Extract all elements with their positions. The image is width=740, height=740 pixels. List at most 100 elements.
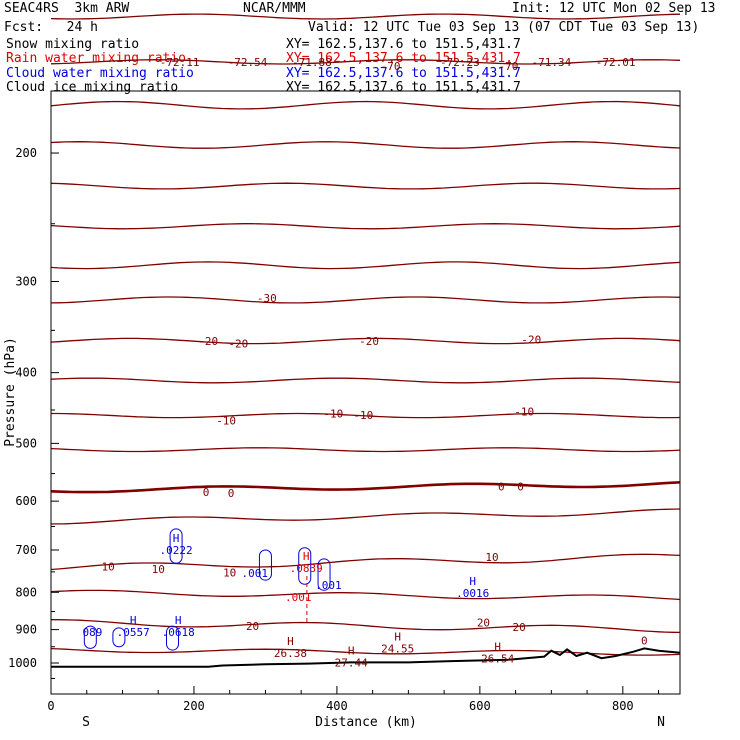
- extremum-marker: H: [469, 575, 476, 588]
- y-tick-label: 800: [15, 585, 37, 599]
- isotherm-line: [50, 337, 681, 345]
- isotherm-label: -72.11: [160, 56, 200, 69]
- y-tick-label: 700: [15, 543, 37, 557]
- isotherm-label: -70: [381, 60, 401, 73]
- extremum-value: .0222: [160, 544, 193, 557]
- isotherm-label: -72.01: [596, 56, 636, 69]
- isotherm-label: -20: [198, 335, 218, 348]
- extremum-marker: H: [303, 550, 310, 563]
- cloud-water-contour: [166, 625, 180, 651]
- isotherm-label: -10: [353, 409, 373, 422]
- field-snow-xy: XY= 162.5,137.6 to 151.5,431.7: [286, 37, 521, 52]
- isotherm-line: [50, 447, 681, 453]
- terrain-line: [51, 647, 681, 668]
- cloud-water-contour: [83, 625, 97, 649]
- isotherm-label: 10: [485, 551, 498, 564]
- isotherm-label: 0: [203, 486, 210, 499]
- isotherm-label: 10: [223, 567, 236, 580]
- extremum-marker: H: [130, 614, 137, 627]
- isotherm-line: [50, 553, 681, 571]
- field-cloud-water-label: Cloud water mixing ratio: [6, 66, 194, 81]
- contour-lines: [50, 13, 681, 656]
- forecast-label: Fcst: 24 h: [4, 20, 98, 35]
- isotherm-label: -20: [521, 333, 541, 346]
- y-tick-label: 900: [15, 623, 37, 637]
- isotherm-line: [50, 141, 681, 149]
- isotherm-label: -10: [514, 405, 534, 418]
- isotherm-label: 0: [228, 487, 235, 500]
- isotherm-line: [50, 261, 681, 270]
- x-axis-title: Distance (km): [315, 715, 417, 730]
- isotherm-label: 10: [152, 563, 165, 576]
- isotherm-line: [51, 619, 681, 634]
- y-tick-label: 300: [15, 275, 37, 289]
- isotherm-line: [50, 296, 681, 304]
- axes: 0 200 400 600 800200300400500600700800900100…: [8, 146, 660, 713]
- x-end-label-south: S: [82, 715, 90, 730]
- isotherm-label: 20: [477, 616, 490, 629]
- extremum-value: .0839: [290, 562, 323, 575]
- isotherm-line: [51, 412, 681, 419]
- valid-label: Valid: 12 UTC Tue 03 Sep 13 (07 CDT Tue …: [308, 20, 700, 35]
- isotherm-label: 20: [246, 620, 259, 633]
- y-tick-label: 400: [15, 366, 37, 380]
- isotherm-label: 0: [641, 635, 648, 648]
- cloud-water-contour: [258, 549, 272, 581]
- org-label: NCAR/MMM: [243, 1, 306, 16]
- isotherm-label: -20: [228, 338, 248, 351]
- isotherm-label: -10: [216, 414, 236, 427]
- field-cloud-water-xy: XY= 162.5,137.6 to 151.5,431.7: [286, 66, 521, 81]
- extremum-value: 24.55: [381, 643, 414, 656]
- extremum-value: 26.38: [274, 647, 307, 660]
- isotherm-line: [50, 13, 681, 20]
- extremum-marker: H: [173, 532, 180, 545]
- extremum-marker: H: [348, 645, 355, 658]
- isotherm-label: 10: [102, 560, 115, 573]
- isotherm-label: -72.54: [228, 56, 268, 69]
- x-tick-label: 0: [47, 699, 54, 713]
- x-tick-label: 400: [326, 699, 348, 713]
- contour-labels: -72.11 -72.54 -71.88 -70 -72.23 -70 -71.34 -72.…: [83, 56, 648, 670]
- model-label: SEAC4RS 3km ARW: [4, 1, 130, 16]
- extremum-value: 089: [83, 626, 103, 639]
- terrain-path: [51, 647, 681, 668]
- isotherm-label: 0: [498, 481, 505, 494]
- isotherm-line: [50, 59, 681, 65]
- extremum-value: 27.44: [335, 657, 368, 670]
- extremum-marker: H: [287, 635, 294, 648]
- init-label: Init: 12 UTC Mon 02 Sep 13: [512, 1, 716, 16]
- cloud-water-contour: [169, 528, 183, 564]
- cloud-water-contour: [298, 547, 312, 585]
- y-axis-title: Pressure (hPa): [3, 337, 18, 447]
- isotherm-line: [50, 589, 681, 601]
- isotherm-label: 20: [513, 621, 526, 634]
- isotherm-line: [50, 182, 681, 190]
- x-tick-label: 600: [469, 699, 491, 713]
- isotherm-label: 0: [517, 481, 524, 494]
- extremum-value: .001: [285, 591, 312, 604]
- extremum-marker: H: [494, 640, 501, 653]
- extremum-value: .001: [241, 567, 268, 580]
- isotherm-label: -20: [359, 335, 379, 348]
- isotherm-label: -10: [323, 407, 343, 420]
- extremum-marker: H: [175, 614, 182, 627]
- y-tick-label: 1000: [8, 656, 37, 670]
- field-snow-label: Snow mixing ratio: [6, 37, 140, 52]
- extremum-value: 26.54: [481, 652, 514, 665]
- y-tick-label: 200: [15, 146, 37, 160]
- isotherm-line: [50, 508, 681, 525]
- x-tick-label: 200: [183, 699, 205, 713]
- isotherm-line: [50, 377, 681, 384]
- isotherm-label: -71.88: [292, 56, 332, 69]
- cloud-water-contour: [317, 558, 331, 591]
- x-tick-label: 800: [612, 699, 634, 713]
- extremum-value: .001: [315, 579, 342, 592]
- extremum-value: .0016: [456, 587, 489, 600]
- extremum-marker: H: [394, 631, 401, 644]
- y-tick-label: 500: [15, 436, 37, 450]
- isotherm-label: -70: [499, 60, 519, 73]
- extremum-value: .0618: [162, 626, 195, 639]
- x-end-label-north: N: [657, 715, 665, 730]
- isotherm-label: -30: [257, 292, 277, 305]
